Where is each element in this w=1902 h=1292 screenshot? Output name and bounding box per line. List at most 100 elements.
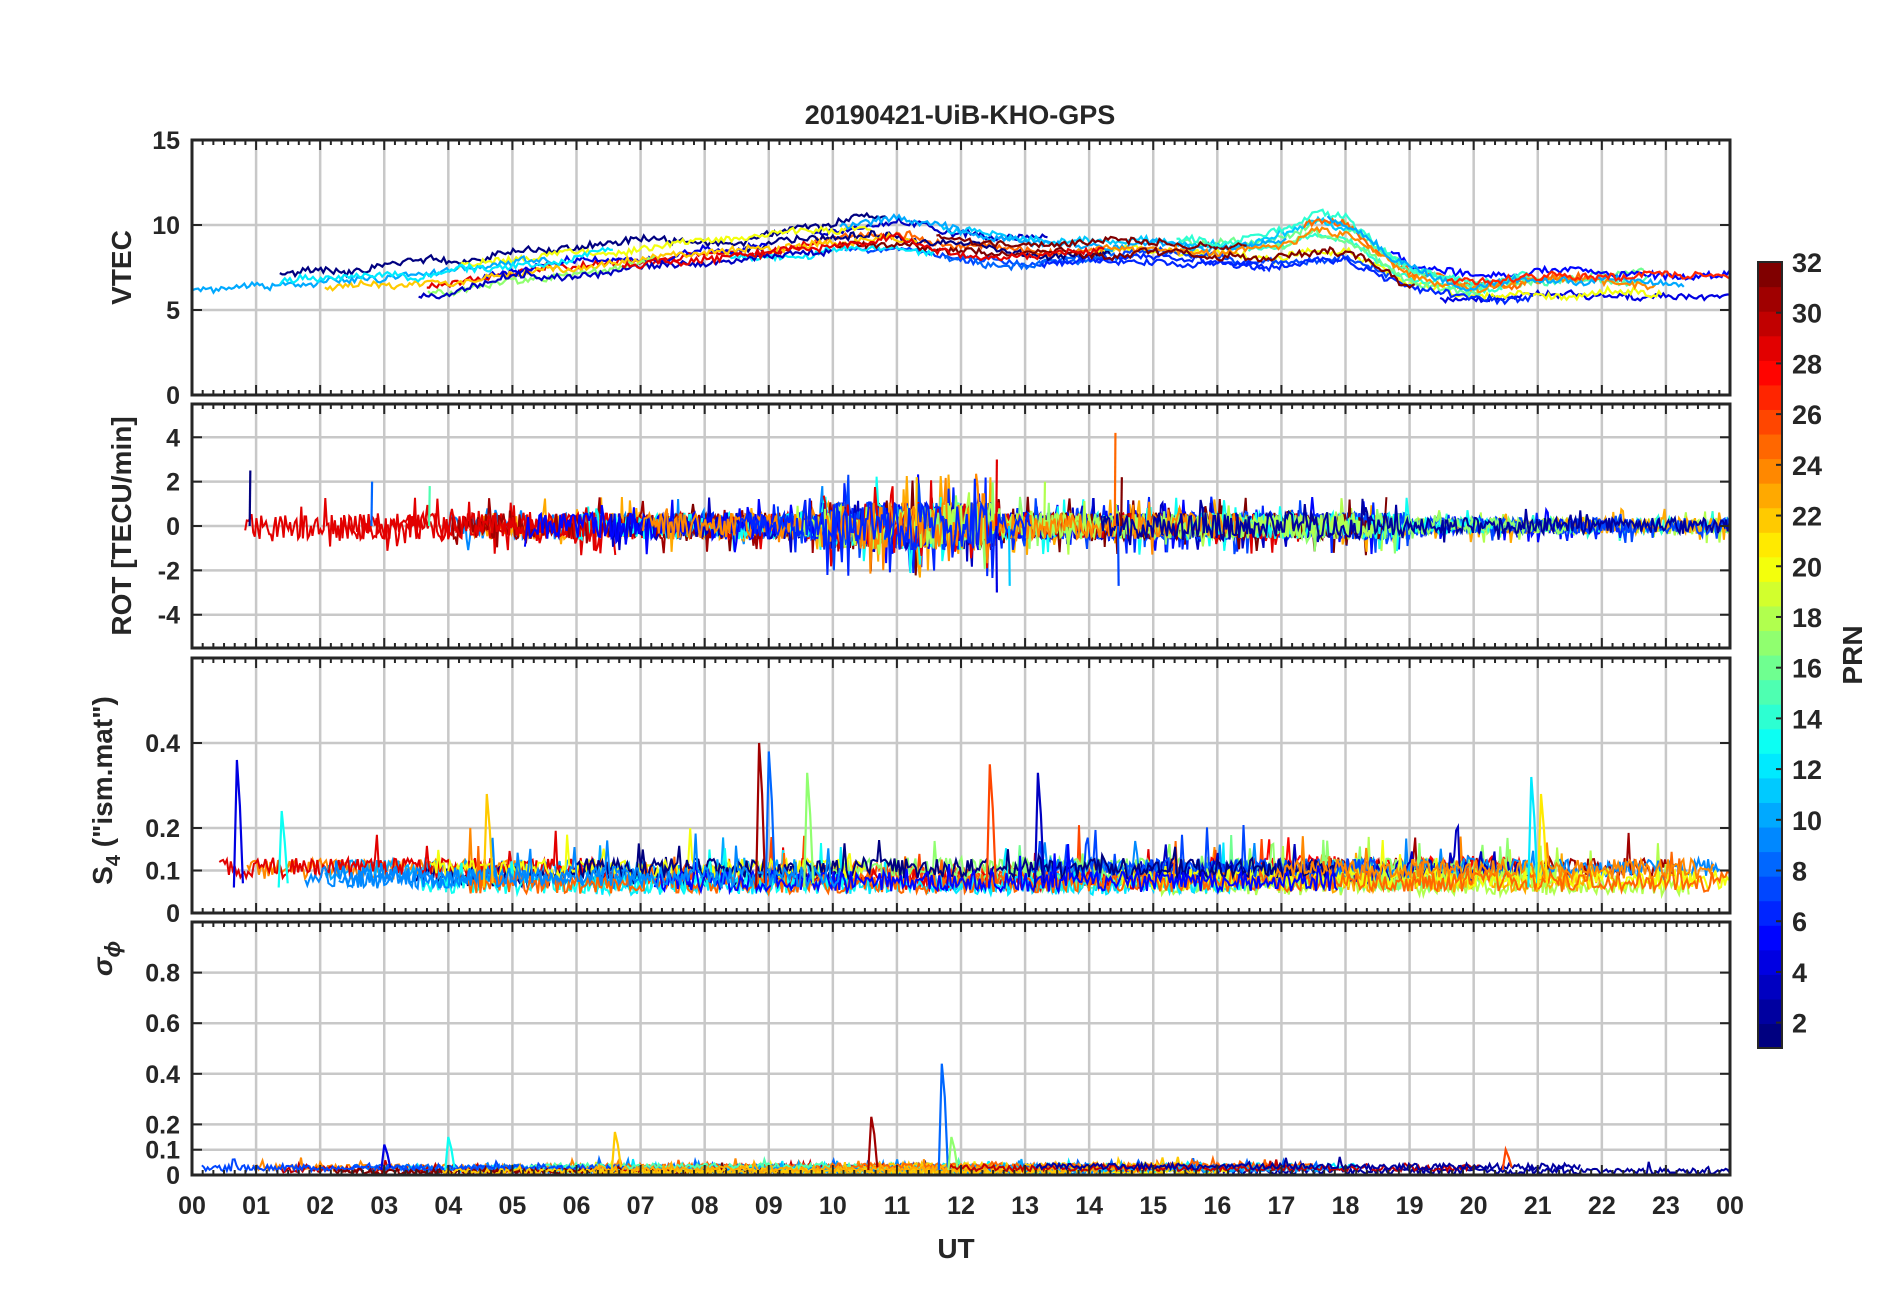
colorbar-tick-label: 24 xyxy=(1792,451,1822,481)
x-tick-label: 01 xyxy=(242,1192,270,1220)
s4-series xyxy=(653,843,1338,896)
colorbar-tick-label: 16 xyxy=(1792,654,1822,684)
colorbar-tick-label: 26 xyxy=(1792,400,1822,430)
panel-2: -4 -2 0 2 4 ROT [TECU/min] xyxy=(106,402,1732,650)
rot-spike xyxy=(1116,525,1120,586)
vtec-series xyxy=(1326,215,1685,292)
colorbar-tick-label: 14 xyxy=(1792,704,1822,734)
sigma-phi-series xyxy=(333,1162,800,1175)
rot-series xyxy=(1100,498,1730,546)
x-tick-label: 10 xyxy=(819,1192,847,1220)
x-tick-label: 12 xyxy=(947,1192,975,1220)
y-label-rest: ("ism.mat") xyxy=(87,696,118,855)
panel-3: 0 0.1 0.2 0.4 S4 ("ism.mat") xyxy=(87,656,1732,928)
vtec-series xyxy=(936,233,1247,252)
spike-trace xyxy=(947,1136,959,1170)
colorbar-segment xyxy=(1758,728,1782,754)
colorbar-segment xyxy=(1758,630,1782,656)
y-tick-label: 0 xyxy=(166,382,180,410)
y-tick-label: 4 xyxy=(166,424,180,452)
x-tick-label: 04 xyxy=(434,1192,462,1220)
colorbar-segment xyxy=(1758,335,1782,361)
colorbar-segment xyxy=(1758,483,1782,509)
y-label-main: σ xyxy=(87,956,118,976)
colorbar-tick-label: 32 xyxy=(1792,248,1822,278)
spike-trace xyxy=(444,1136,456,1170)
x-axis-label: UT xyxy=(937,1233,974,1264)
vtec-series xyxy=(427,255,660,297)
vtec-series xyxy=(1097,252,1534,306)
panel-4: 00.10.2 0.4 0.6 0.8 σϕ xyxy=(87,920,1732,1190)
x-tick-labels: 00 01 02 03 04 05 06 07 08 09 10 11 12 13 14 15 16 17 18 19… xyxy=(178,1192,1744,1220)
colorbar-segment xyxy=(1758,777,1782,803)
y-label-main: S xyxy=(87,866,118,885)
spike-trace xyxy=(867,1116,879,1170)
rot-spike xyxy=(995,525,998,593)
colorbar-tick-label: 2 xyxy=(1792,1009,1807,1039)
colorbar-tick-label: 28 xyxy=(1792,349,1822,379)
y-tick-label: 0 xyxy=(166,513,180,541)
s4-series xyxy=(1274,836,1715,883)
colorbar-segment xyxy=(1758,311,1782,337)
spike-trace xyxy=(803,772,815,888)
series-traces xyxy=(201,1063,1730,1175)
y-axis-label: VTEC xyxy=(106,230,137,305)
x-tick-label: 14 xyxy=(1075,1192,1103,1220)
spike-trace xyxy=(232,759,244,888)
colorbar-label: PRN xyxy=(1837,625,1868,684)
panel-1: 0 5 10 15 VTEC xyxy=(106,127,1732,410)
rot-spike xyxy=(995,459,998,527)
colorbar-tick-label: 18 xyxy=(1792,603,1822,633)
colorbar-segment xyxy=(1758,802,1782,828)
y-tick-label: -2 xyxy=(158,557,180,585)
vtec-series xyxy=(1040,254,1266,272)
x-tick-label: 18 xyxy=(1332,1192,1360,1220)
x-tick-label: 19 xyxy=(1396,1192,1424,1220)
colorbar-segment xyxy=(1758,826,1782,853)
rot-series xyxy=(738,478,1032,579)
vtec-series xyxy=(1439,289,1730,304)
colorbar-segment xyxy=(1758,360,1782,386)
x-tick-label: 13 xyxy=(1011,1192,1039,1220)
vtec-series xyxy=(278,246,613,286)
vtec-series xyxy=(1446,270,1730,287)
y-tick-label: 0.1 xyxy=(145,1137,180,1165)
x-tick-label: 17 xyxy=(1268,1192,1296,1220)
s4-series xyxy=(429,828,866,883)
colorbar-segment xyxy=(1758,876,1782,902)
y-tick-label: 0.4 xyxy=(145,1061,180,1089)
y-tick-label: 5 xyxy=(166,297,180,325)
y-axis-label: σϕ xyxy=(87,941,125,976)
rot-spike xyxy=(1120,477,1123,527)
colorbar-segment xyxy=(1758,753,1782,779)
spike-trace xyxy=(1033,772,1045,888)
colorbar-segment xyxy=(1758,974,1782,1000)
colorbar-tick-label: 4 xyxy=(1792,958,1807,988)
y-tick-label: 0.2 xyxy=(145,1111,180,1139)
x-tick-label: 03 xyxy=(370,1192,398,1220)
spike-trace xyxy=(985,764,997,888)
x-tick-label: 09 xyxy=(755,1192,783,1220)
rot-spike xyxy=(1113,432,1117,527)
x-tick-label: 21 xyxy=(1524,1192,1552,1220)
s4-series xyxy=(304,833,841,891)
vtec-series xyxy=(1176,208,1528,288)
colorbar-segment xyxy=(1758,949,1782,975)
x-tick-label: 05 xyxy=(499,1192,527,1220)
spike-trace xyxy=(1501,1145,1513,1171)
colorbar-segment xyxy=(1758,532,1782,558)
x-tick-label: 00 xyxy=(178,1192,206,1220)
rot-spike xyxy=(915,477,918,527)
x-tick-label: 22 xyxy=(1588,1192,1616,1220)
sigma-phi-series xyxy=(441,1159,1069,1175)
colorbar-segment xyxy=(1758,998,1782,1025)
spike-trace xyxy=(380,1144,392,1171)
y-tick-label: 0 xyxy=(166,1162,180,1190)
colorbar-tick-label: 20 xyxy=(1792,552,1822,582)
colorbar-segment xyxy=(1758,581,1782,607)
vtec-series xyxy=(811,215,1048,242)
x-tick-label: 08 xyxy=(691,1192,719,1220)
x-tick-label: 02 xyxy=(306,1192,334,1220)
